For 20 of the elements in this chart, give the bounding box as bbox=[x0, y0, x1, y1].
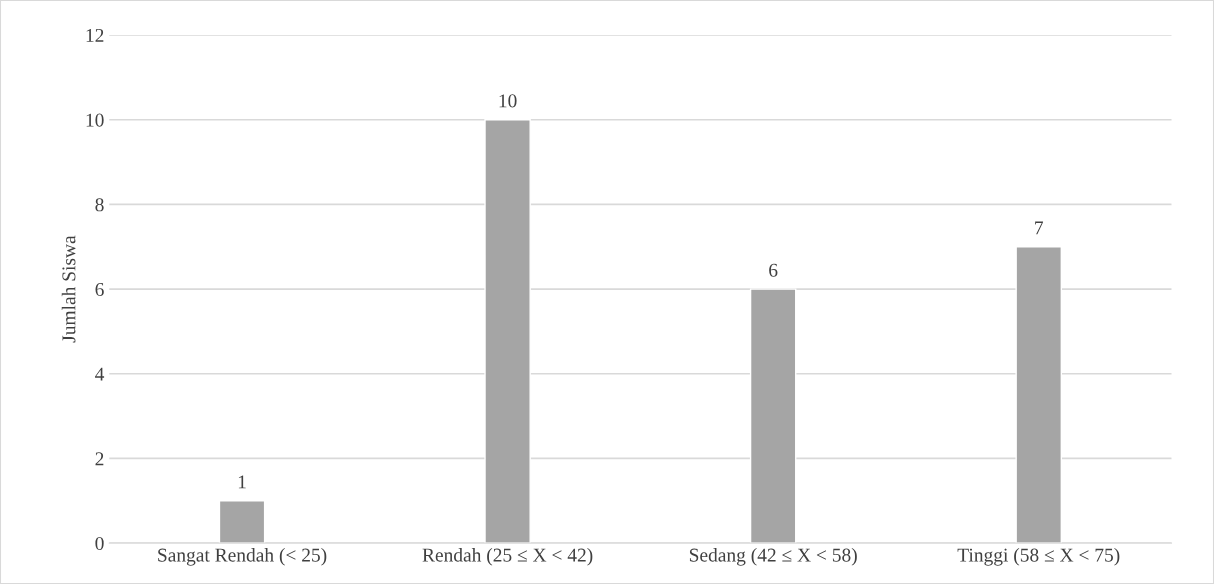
y-axis-title: Jumlah Siswa bbox=[61, 235, 76, 343]
x-tick-label: Sedang (42 ≤ X < 58) bbox=[689, 547, 857, 566]
data-label: 10 bbox=[499, 94, 517, 108]
y-tick-label: 8 bbox=[95, 198, 104, 212]
y-tick-label: 10 bbox=[86, 113, 104, 127]
y-tick-label: 12 bbox=[86, 28, 104, 42]
x-tick-label: Sangat Rendah (< 25) bbox=[158, 547, 327, 566]
y-tick-label: 0 bbox=[95, 536, 104, 551]
bar bbox=[484, 119, 531, 544]
data-label: 1 bbox=[238, 475, 246, 489]
y-tick-label: 6 bbox=[95, 282, 104, 297]
x-tick-label: Tinggi (58 ≤ X < 75) bbox=[957, 547, 1120, 566]
y-tick-label: 4 bbox=[95, 367, 105, 381]
data-label: 6 bbox=[769, 263, 778, 277]
bar bbox=[218, 500, 266, 544]
bar bbox=[749, 288, 797, 544]
bar bbox=[1015, 246, 1062, 544]
y-tick-label: 2 bbox=[95, 452, 104, 466]
x-tick-label: Rendah (25 ≤ X < 42) bbox=[422, 547, 593, 566]
data-label: 7 bbox=[1035, 221, 1044, 235]
